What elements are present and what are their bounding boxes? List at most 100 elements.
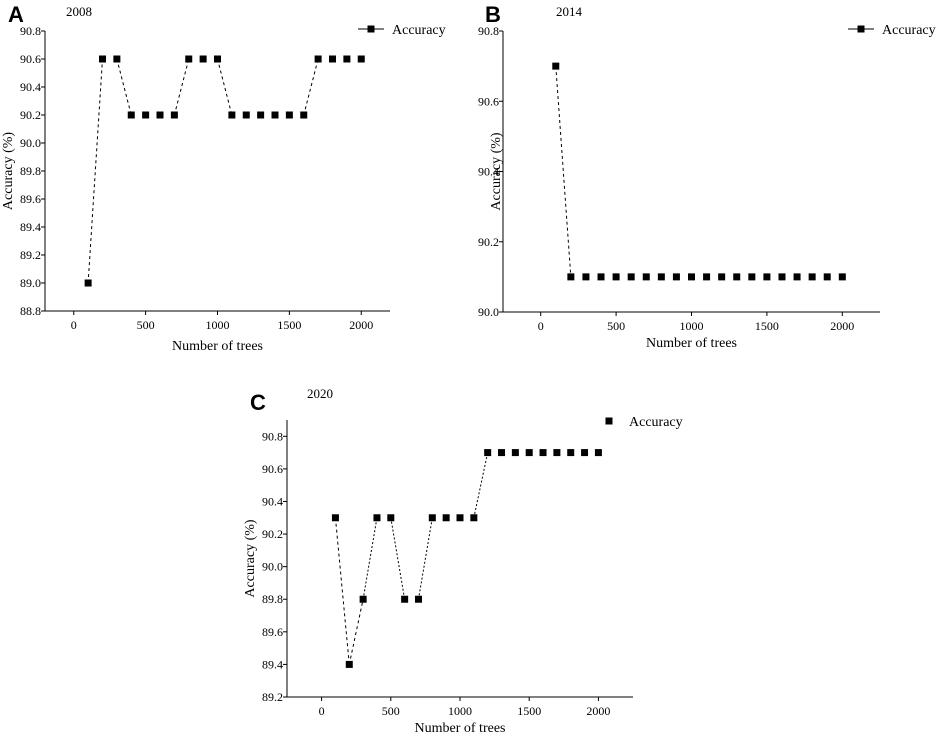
x-tick-label: 0 xyxy=(538,319,544,333)
data-point xyxy=(329,55,336,63)
data-point xyxy=(242,111,250,119)
y-tick-label: 90.6 xyxy=(262,462,283,476)
x-tick-label: 0 xyxy=(319,704,325,718)
data-point xyxy=(627,273,635,281)
data-point xyxy=(228,111,236,119)
legend-label: Accuracy xyxy=(629,415,683,430)
y-axis-title: Accuracy (%) xyxy=(1,132,16,210)
series-connector xyxy=(87,58,103,284)
data-point xyxy=(300,111,308,119)
chart-title: 2020 xyxy=(307,386,333,401)
y-tick-label: 89.6 xyxy=(20,192,41,206)
data-point xyxy=(343,55,351,63)
x-tick-label: 500 xyxy=(382,704,400,718)
series-connector xyxy=(390,517,406,600)
chart-title: 2014 xyxy=(556,4,583,19)
data-point xyxy=(823,273,831,281)
y-tick-label: 90.0 xyxy=(478,305,499,319)
x-axis-title: Number of trees xyxy=(646,336,737,351)
data-point xyxy=(733,273,741,281)
data-point xyxy=(838,273,846,281)
data-point xyxy=(357,55,365,63)
data-point xyxy=(113,55,121,63)
series-connector xyxy=(303,58,319,116)
data-point xyxy=(214,55,221,63)
data-point xyxy=(414,595,422,603)
y-tick-label: 90.4 xyxy=(262,494,283,508)
data-point xyxy=(581,449,589,457)
chart-panel-b: B 2014 90.0 90.2 90.4 90.6 90.8 0 500 1000 1500 200… xyxy=(478,2,936,351)
y-tick-label: 88.8 xyxy=(20,304,41,318)
data-point xyxy=(257,111,265,119)
data-point xyxy=(778,273,786,281)
legend-label: Accuracy xyxy=(392,23,446,38)
data-point xyxy=(470,514,478,522)
data-point xyxy=(199,55,207,63)
x-tick-label: 1000 xyxy=(448,704,472,718)
y-tick-label: 90.8 xyxy=(20,24,41,38)
y-tick-label: 90.6 xyxy=(478,94,499,108)
data-point xyxy=(718,273,726,281)
x-tick-label: 0 xyxy=(71,318,77,332)
data-point xyxy=(428,514,436,522)
data-point xyxy=(553,449,561,457)
data-point xyxy=(672,273,680,281)
x-tick-label: 2000 xyxy=(586,704,610,718)
series-connector xyxy=(217,58,233,116)
data-point xyxy=(387,514,395,522)
data-point xyxy=(373,514,381,522)
data-point xyxy=(331,514,339,522)
data-point xyxy=(285,111,293,119)
legend-label: Accuracy xyxy=(882,23,936,38)
x-tick-label: 1000 xyxy=(680,319,704,333)
y-axis-title: Accuracy (%) xyxy=(243,519,258,597)
y-tick-label: 90.2 xyxy=(478,235,499,249)
data-point xyxy=(170,111,178,119)
x-tick-label: 1500 xyxy=(277,318,301,332)
series-connector xyxy=(473,452,489,518)
data-point xyxy=(808,273,816,281)
chart-title: 2008 xyxy=(66,4,92,19)
legend-marker xyxy=(605,417,613,425)
data-point xyxy=(185,55,193,63)
y-tick-label: 90.8 xyxy=(262,429,283,443)
y-tick-label: 89.6 xyxy=(262,625,283,639)
data-point xyxy=(498,449,506,457)
y-tick-label: 89.2 xyxy=(20,248,41,262)
data-point xyxy=(567,449,575,457)
data-point xyxy=(552,62,560,70)
data-point xyxy=(156,111,164,119)
x-tick-label: 1500 xyxy=(755,319,779,333)
series-connector xyxy=(555,66,572,277)
data-point xyxy=(582,273,590,281)
y-tick-label: 90.8 xyxy=(478,24,499,38)
data-point xyxy=(594,449,602,457)
data-point xyxy=(525,449,533,457)
y-tick-label: 90.0 xyxy=(262,560,283,574)
y-tick-label: 89.4 xyxy=(20,220,41,234)
data-point xyxy=(567,273,575,281)
data-point xyxy=(642,273,650,281)
series-connector xyxy=(116,58,132,116)
y-tick-label: 89.8 xyxy=(262,592,283,606)
y-axis-title: Accuracy (%) xyxy=(489,132,504,210)
panel-letter: C xyxy=(250,390,266,415)
y-tick-label: 90.4 xyxy=(20,80,41,94)
y-tick-label: 90.4 xyxy=(478,165,499,179)
x-tick-label: 500 xyxy=(607,319,625,333)
x-tick-label: 1500 xyxy=(517,704,541,718)
data-point xyxy=(612,273,620,281)
data-point xyxy=(142,111,150,119)
x-tick-label: 2000 xyxy=(830,319,854,333)
panel-letter: A xyxy=(8,2,24,27)
data-point xyxy=(793,273,801,281)
y-tick-label: 89.8 xyxy=(20,164,41,178)
data-point xyxy=(359,595,367,603)
y-tick-label: 89.2 xyxy=(262,690,283,704)
data-point xyxy=(484,449,492,457)
y-tick-label: 90.6 xyxy=(20,52,41,66)
data-point xyxy=(401,595,409,603)
y-tick-label: 90.2 xyxy=(20,108,41,122)
data-point xyxy=(314,55,322,63)
